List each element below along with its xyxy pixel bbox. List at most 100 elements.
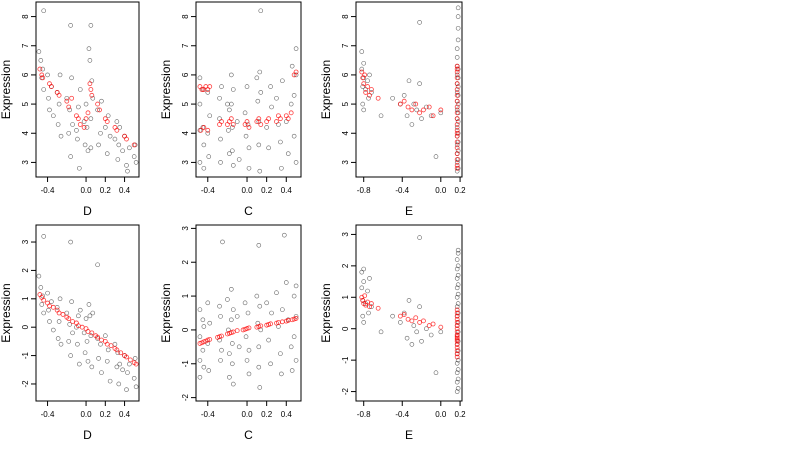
x-tick-label: 0.4 (119, 410, 131, 419)
fitted-point (454, 122, 460, 127)
observed-point (82, 350, 88, 356)
fitted-point (97, 107, 102, 113)
y-tick-label: 8 (341, 14, 350, 19)
observed-point (104, 358, 110, 364)
observed-point (84, 339, 90, 344)
y-tick-label: 3 (181, 160, 190, 165)
fitted-point (45, 300, 50, 306)
observed-point (68, 239, 73, 245)
fitted-point (426, 323, 432, 328)
observed-point (288, 344, 294, 350)
fitted-point (288, 110, 294, 116)
fitted-point (81, 125, 87, 130)
observed-point (366, 95, 371, 101)
fitted-point (266, 116, 272, 122)
observed-point (454, 294, 460, 300)
fitted-point (438, 324, 444, 330)
fitted-point (454, 345, 460, 350)
observed-point (369, 304, 374, 310)
observed-point (75, 341, 80, 347)
fitted-point (228, 116, 234, 122)
observed-point (258, 8, 264, 14)
observed-point (55, 336, 61, 341)
observed-point (244, 358, 250, 363)
observed-point (88, 23, 94, 28)
y-tick-label: 5 (181, 101, 190, 106)
observed-point (114, 364, 120, 370)
fitted-point (205, 127, 211, 133)
observed-point (41, 234, 47, 239)
plot-frame (35, 224, 140, 402)
fitted-point (369, 87, 374, 92)
fitted-point (89, 92, 95, 98)
observed-point (207, 113, 213, 119)
fitted-point (246, 125, 252, 130)
observed-point (266, 145, 271, 151)
observed-point (236, 157, 242, 162)
fitted-point (369, 301, 374, 306)
observed-point (120, 148, 125, 154)
fitted-point (207, 84, 213, 89)
observed-point (242, 300, 248, 306)
observed-point (58, 133, 64, 139)
observed-point (66, 130, 72, 136)
observed-point (83, 101, 89, 107)
observed-point (89, 364, 95, 370)
observed-point (360, 84, 366, 89)
observed-point (234, 119, 240, 124)
observed-point (217, 303, 222, 309)
observed-point (278, 139, 283, 145)
fitted-point (85, 329, 91, 334)
y-axis-title: Expression (319, 283, 333, 342)
observed-point (245, 310, 251, 316)
observed-point (424, 104, 429, 110)
observed-point (454, 285, 460, 291)
observed-point (417, 81, 422, 86)
observed-point (84, 125, 90, 130)
x-tick-label: 0.2 (261, 410, 273, 419)
fitted-point (47, 303, 52, 309)
y-axis-title: Expression (319, 60, 333, 119)
fitted-point (244, 119, 250, 124)
observed-point (455, 14, 461, 19)
fitted-point (454, 323, 460, 328)
observed-point (419, 116, 424, 121)
fitted-point (359, 69, 365, 75)
observed-point (264, 300, 269, 306)
observed-point (105, 113, 111, 119)
observed-point (268, 361, 273, 367)
observed-point (124, 163, 129, 168)
observed-point (107, 378, 113, 384)
fitted-point (365, 84, 370, 89)
observed-point (454, 370, 460, 376)
fitted-point (454, 329, 460, 335)
observed-point (454, 168, 460, 174)
observed-point (131, 375, 137, 381)
fitted-point (401, 98, 407, 104)
x-tick-label: 0.2 (455, 186, 467, 195)
fitted-point (114, 347, 120, 353)
observed-point (359, 66, 365, 72)
fitted-point (367, 92, 372, 98)
observed-point (115, 157, 121, 162)
observed-point (230, 341, 235, 346)
fitted-point (258, 122, 264, 127)
observed-point (207, 320, 213, 326)
fitted-point (454, 348, 460, 354)
x-tick-label: 0.0 (435, 186, 447, 195)
observed-point (230, 307, 236, 312)
observed-point (219, 347, 224, 353)
observed-point (378, 329, 384, 335)
observed-point (51, 113, 56, 119)
y-tick-label: 3 (341, 232, 350, 237)
fitted-point (409, 318, 415, 324)
observed-point (227, 351, 232, 356)
fitted-point (360, 298, 366, 303)
observed-point (115, 350, 121, 356)
fitted-point (454, 130, 460, 136)
observed-point (75, 136, 80, 142)
observed-point (41, 310, 47, 316)
fitted-point (104, 341, 110, 347)
fitted-point (454, 133, 460, 139)
observed-point (40, 66, 46, 72)
